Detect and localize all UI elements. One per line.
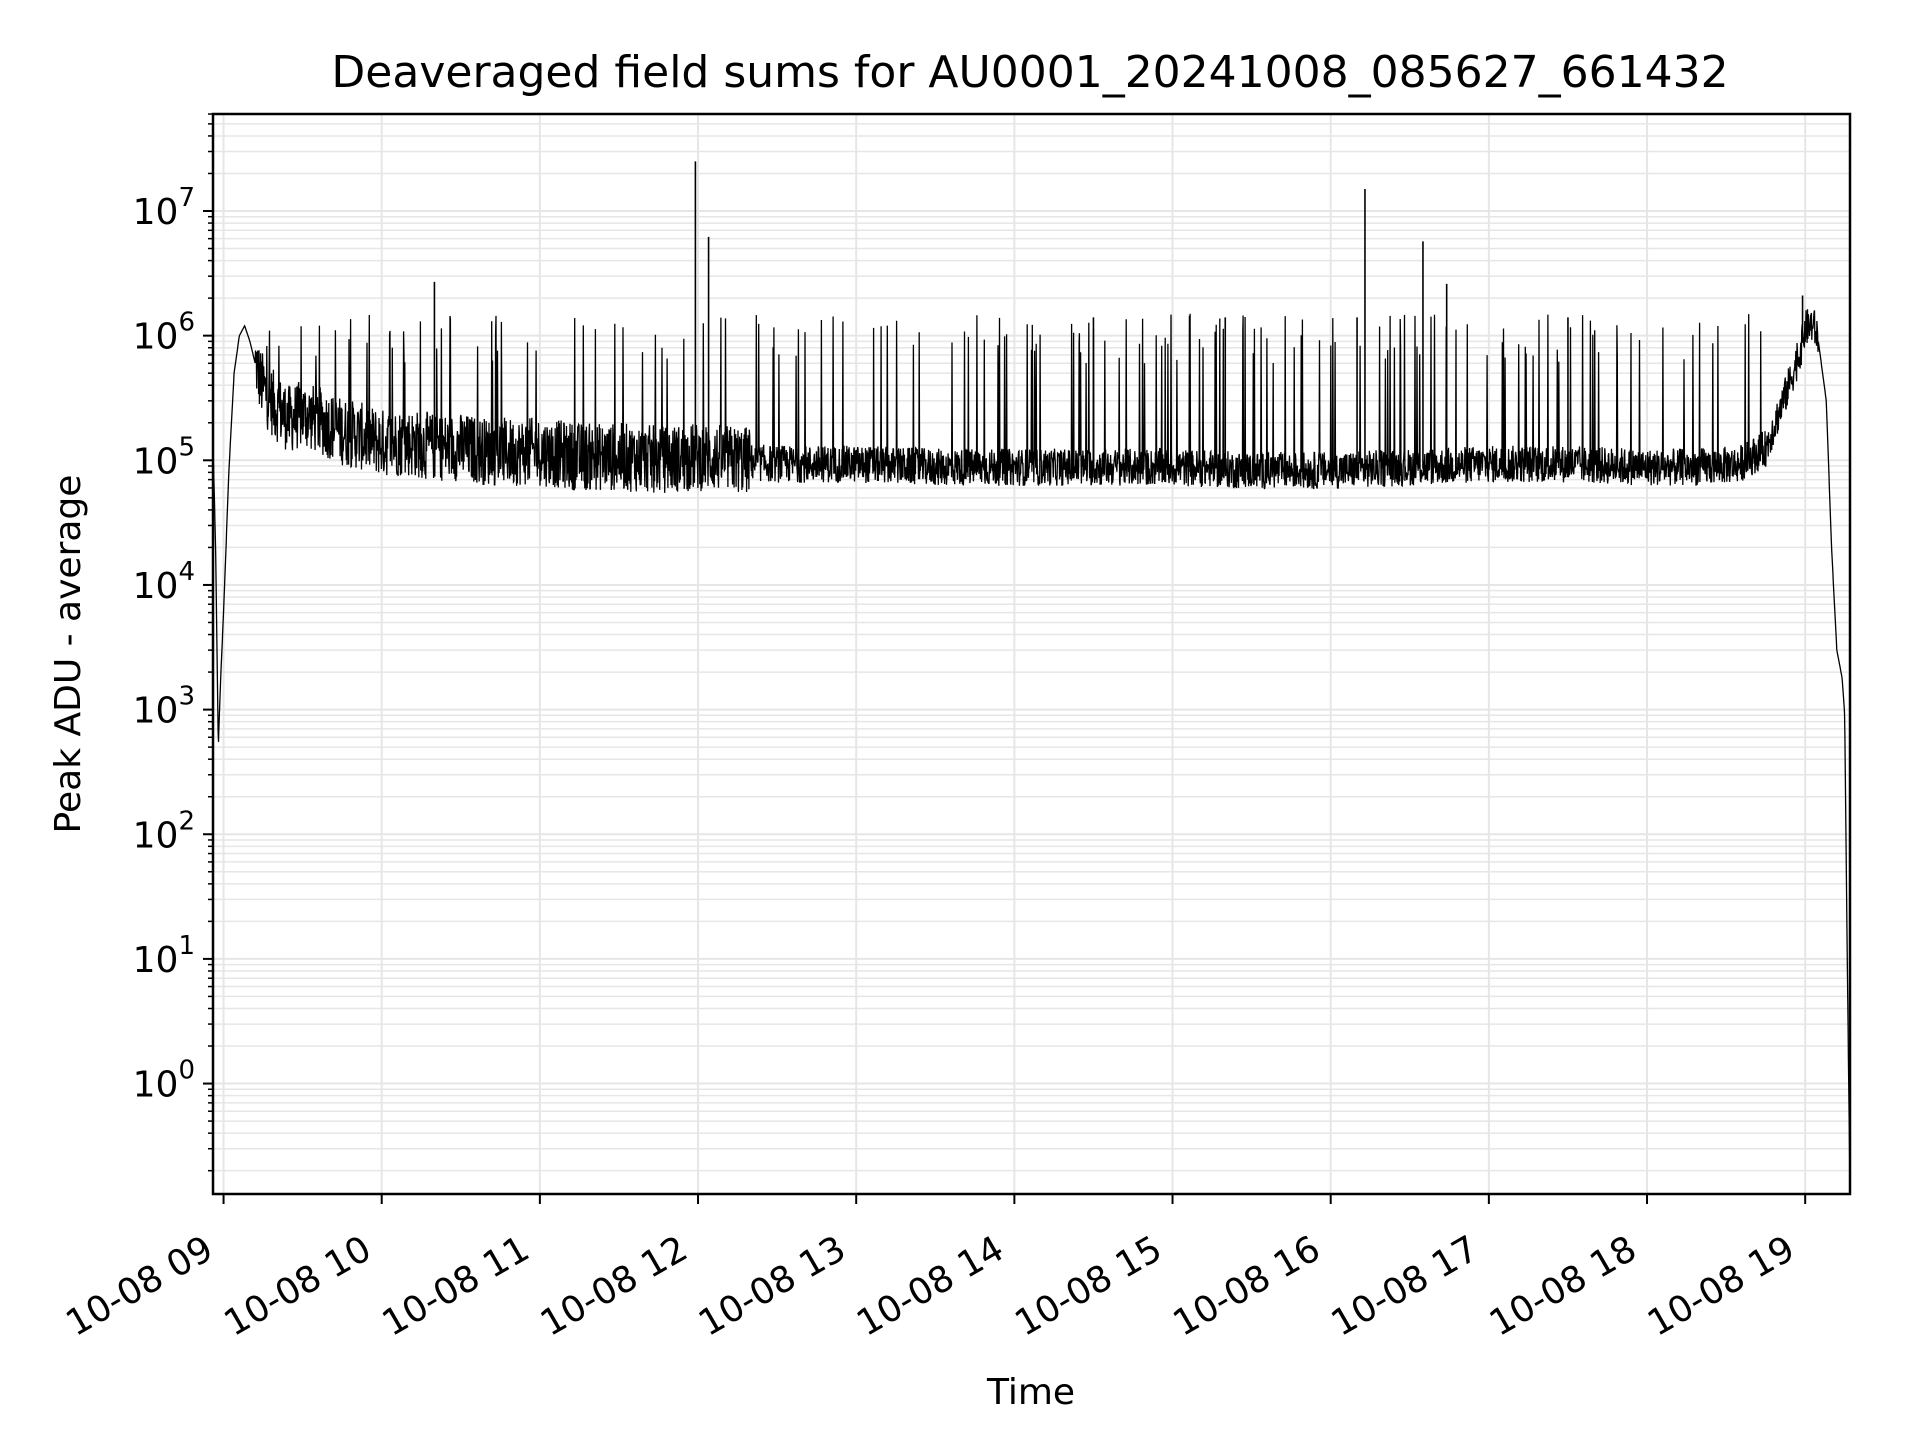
- y-tick-label: 104: [133, 557, 195, 607]
- y-tick-label: 103: [133, 682, 195, 732]
- series-line: [212, 309, 1851, 1187]
- x-axis-label: Time: [986, 1372, 1075, 1413]
- y-tick-label: 101: [133, 931, 195, 981]
- y-tick-label: 106: [133, 308, 195, 358]
- y-axis: 100 101 102 103 104 105 106 107: [133, 113, 213, 1172]
- y-tick-label: 100: [133, 1056, 195, 1106]
- y-tick-label: 107: [133, 183, 195, 233]
- y-tick-label: 105: [133, 432, 195, 482]
- y-axis-label: Peak ADU - average: [48, 475, 89, 834]
- plot-area: [212, 161, 1851, 1187]
- chart-title: Deaveraged field sums for AU0001_2024100…: [331, 47, 1728, 98]
- grid: [213, 113, 1850, 1194]
- y-tick-label: 102: [133, 806, 195, 856]
- plot-frame: [211, 112, 1852, 1196]
